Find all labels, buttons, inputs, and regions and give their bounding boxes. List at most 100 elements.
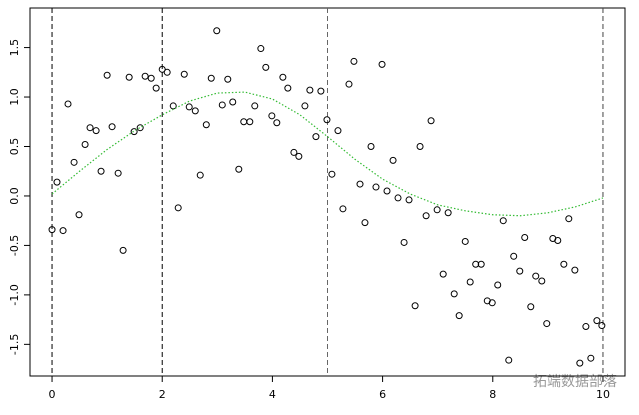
- point: [262, 63, 270, 71]
- point: [372, 183, 380, 191]
- point: [505, 356, 513, 364]
- point: [439, 270, 447, 278]
- point: [466, 278, 474, 286]
- x-tick-label: 8: [489, 388, 496, 401]
- point: [119, 246, 127, 254]
- point: [64, 100, 72, 108]
- watermark: 拓端数据部落: [533, 374, 617, 390]
- point: [576, 359, 584, 367]
- point: [257, 45, 265, 53]
- point: [543, 320, 551, 328]
- point: [554, 236, 562, 244]
- point: [328, 170, 336, 178]
- x-tick-label: 10: [596, 388, 610, 401]
- point: [202, 121, 210, 129]
- point: [174, 204, 182, 212]
- point: [207, 74, 215, 82]
- point: [191, 107, 199, 115]
- y-tick-label: -1.5: [8, 334, 21, 355]
- point: [433, 206, 441, 214]
- point: [527, 303, 535, 311]
- point: [598, 322, 606, 330]
- point: [152, 84, 160, 92]
- point: [136, 124, 144, 132]
- point: [532, 272, 540, 280]
- point: [284, 84, 292, 92]
- point: [273, 119, 281, 127]
- point: [323, 116, 331, 124]
- point: [48, 226, 56, 234]
- point: [147, 74, 155, 82]
- point: [268, 112, 276, 120]
- point: [455, 312, 463, 320]
- point: [290, 148, 298, 156]
- point: [560, 260, 568, 268]
- point: [279, 73, 287, 81]
- y-tick-label: 1.5: [8, 39, 21, 57]
- y-tick-label: -0.5: [8, 235, 21, 256]
- point: [356, 180, 364, 188]
- point: [235, 165, 243, 173]
- y-tick-label: -1.0: [8, 284, 21, 305]
- point: [367, 142, 375, 150]
- point: [411, 302, 419, 310]
- point: [494, 281, 502, 289]
- point: [565, 215, 573, 223]
- point: [141, 72, 149, 80]
- point: [477, 260, 485, 268]
- point: [339, 205, 347, 213]
- point: [301, 102, 309, 110]
- point: [427, 117, 435, 125]
- point: [389, 156, 397, 164]
- point: [130, 128, 138, 136]
- y-tick-label: 0.5: [8, 138, 21, 156]
- point: [125, 73, 133, 81]
- point: [521, 234, 529, 242]
- x-tick-label: 4: [269, 388, 276, 401]
- point: [92, 127, 100, 135]
- point: [246, 118, 254, 126]
- point: [213, 27, 221, 35]
- point: [75, 211, 83, 219]
- point: [196, 171, 204, 179]
- point: [97, 167, 105, 175]
- point: [108, 123, 116, 131]
- point: [306, 86, 314, 94]
- point: [81, 141, 89, 149]
- point: [224, 75, 232, 83]
- point: [571, 266, 579, 274]
- x-tick-label: 6: [379, 388, 386, 401]
- point: [185, 103, 193, 111]
- point: [383, 187, 391, 195]
- point: [444, 209, 452, 217]
- point: [251, 102, 259, 110]
- point: [218, 101, 226, 109]
- point: [516, 267, 524, 275]
- point: [53, 178, 61, 186]
- point: [180, 70, 188, 78]
- point: [394, 194, 402, 202]
- point: [450, 290, 458, 298]
- point: [86, 124, 94, 132]
- point: [334, 127, 342, 135]
- point: [361, 219, 369, 227]
- point: [350, 57, 358, 65]
- point: [59, 227, 67, 235]
- point: [312, 133, 320, 141]
- point: [229, 98, 237, 106]
- x-tick-label: 2: [159, 388, 166, 401]
- point: [422, 212, 430, 220]
- point: [317, 87, 325, 95]
- point: [488, 299, 496, 307]
- point: [587, 354, 595, 362]
- point: [582, 323, 590, 331]
- point: [378, 60, 386, 68]
- point: [416, 142, 424, 150]
- point: [405, 196, 413, 204]
- y-tick-label: 0.0: [8, 187, 21, 205]
- point: [114, 169, 122, 177]
- y-tick-label: 1.0: [8, 88, 21, 106]
- point: [163, 68, 171, 76]
- point: [538, 277, 546, 285]
